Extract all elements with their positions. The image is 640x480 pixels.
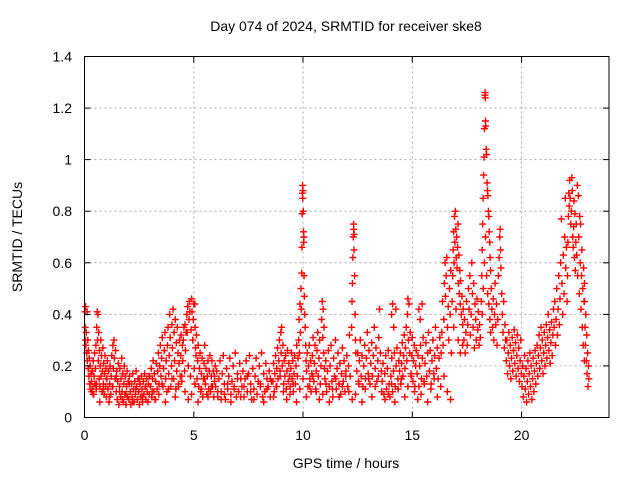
x-tick-label: 15 <box>405 427 421 443</box>
y-tick-label: 0 <box>64 410 72 426</box>
y-tick-label: 0.2 <box>53 358 73 374</box>
y-tick-labels: 0 0.2 0.4 0.6 0.8 1 1.2 1.4 <box>53 49 73 426</box>
chart-title: Day 074 of 2024, SRMTID for receiver ske… <box>210 18 482 34</box>
grid-lines <box>84 56 609 418</box>
x-tick-label: 5 <box>190 427 198 443</box>
x-tick-labels: 0 5 10 15 20 <box>81 427 530 443</box>
y-tick-label: 1.2 <box>53 100 73 116</box>
y-tick-label: 1.4 <box>53 49 73 65</box>
y-axis-label: SRMTID / TECUs <box>9 182 25 292</box>
y-tick-label: 0.8 <box>53 203 73 219</box>
y-tick-label: 1 <box>64 152 72 168</box>
x-tick-label: 10 <box>295 427 311 443</box>
scatter-points <box>81 89 593 409</box>
x-tick-label: 20 <box>514 427 530 443</box>
y-tick-label: 0.4 <box>53 306 73 322</box>
data-point-markers <box>81 89 593 409</box>
x-tick-label: 0 <box>81 427 89 443</box>
x-axis-label: GPS time / hours <box>293 455 400 471</box>
tick-marks <box>84 56 609 418</box>
y-tick-label: 0.6 <box>53 255 73 271</box>
plot-border <box>84 56 610 418</box>
